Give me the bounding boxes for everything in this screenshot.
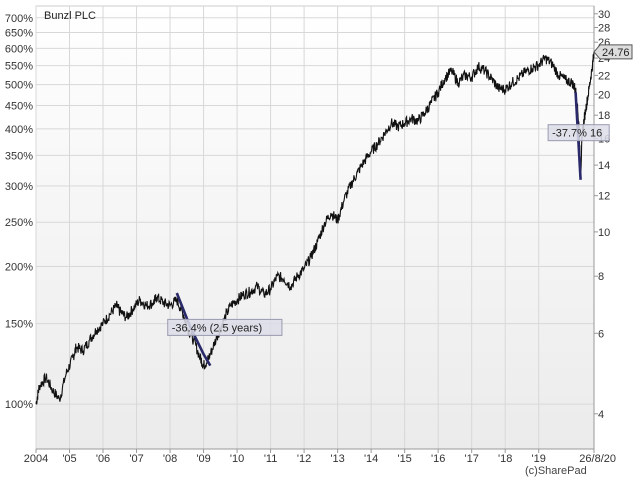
left-tick-label: 550% [5, 61, 33, 73]
gridlines [35, 6, 595, 449]
x-tick-label: '11 [264, 453, 278, 465]
credit-label: (c)SharePad [525, 465, 587, 477]
right-tick-label: 20 [598, 89, 610, 101]
left-tick-label: 100% [5, 399, 33, 411]
right-tick-label: 4 [598, 409, 604, 421]
left-tick-label: 500% [5, 80, 33, 92]
right-axis: 3028262422201816141210864 [593, 6, 610, 449]
x-tick-label: '09 [196, 453, 210, 465]
left-tick-label: 150% [5, 319, 33, 331]
right-tick-label: 6 [598, 328, 604, 340]
left-tick-label: 300% [5, 181, 33, 193]
right-tick-label: 30 [598, 9, 610, 21]
x-tick-label: '19 [532, 453, 546, 465]
right-tick-label: 14 [598, 160, 610, 172]
x-tick-label: '06 [96, 453, 110, 465]
price-line [35, 51, 595, 405]
left-tick-label: 650% [5, 28, 33, 40]
annotations: -36.4% (2.5 years) -37.7% 16 24.76 [167, 44, 633, 336]
series-layer [35, 51, 595, 405]
drawdown-label-box [547, 124, 610, 142]
left-tick-label: 600% [5, 43, 33, 55]
left-axis: 700% 650% 600% 550% 500% 450% 400% 350% 300% 250%… [5, 13, 33, 411]
left-tick-label: 250% [5, 217, 33, 229]
last-price-tag-shape [593, 44, 633, 60]
left-tick-label: 450% [5, 101, 33, 113]
left-tick-label: 200% [5, 262, 33, 274]
x-tick-label: '18 [498, 453, 512, 465]
left-tick-label: 350% [5, 150, 33, 162]
x-tick-label: 2004 [24, 453, 48, 465]
right-tick-label: 28 [598, 22, 610, 34]
x-tick-label: '08 [163, 453, 177, 465]
right-tick-label: 12 [598, 191, 610, 203]
x-tick-label: '15 [397, 453, 411, 465]
x-tick-label: '07 [129, 453, 143, 465]
x-tick-label: '12 [297, 453, 311, 465]
x-tick-label: '14 [364, 453, 378, 465]
x-tick-label: '17 [465, 453, 479, 465]
right-tick-label: 22 [598, 70, 610, 82]
right-tick-label: 18 [598, 110, 610, 122]
right-tick-label: 8 [598, 271, 604, 283]
x-tick-label: '16 [431, 453, 445, 465]
plot-background [35, 5, 595, 450]
x-tick-label: '10 [230, 453, 244, 465]
last-price-tag: 24.76 [593, 44, 633, 60]
drawdown-line [175, 292, 212, 367]
left-tick-label: 700% [5, 13, 33, 25]
x-axis: 2004 '05 '06 '07 '08 '09 '10 '11 '12 '13 '14 '15 '16… [24, 448, 616, 465]
drawdown-label: -36.4% (2.5 years) [172, 322, 262, 334]
drawdown-label-box [167, 318, 283, 336]
x-tick-label: '13 [330, 453, 344, 465]
x-tick-label: 26/8/20 [579, 453, 616, 465]
left-tick-label: 400% [5, 124, 33, 136]
drawdown-label: -37.7% 16 [552, 128, 602, 140]
right-tick-label: 10 [598, 227, 610, 239]
chart-title: Bunzl PLC [44, 10, 96, 22]
x-tick-label: '05 [62, 453, 76, 465]
last-price-label: 24.76 [602, 47, 630, 59]
